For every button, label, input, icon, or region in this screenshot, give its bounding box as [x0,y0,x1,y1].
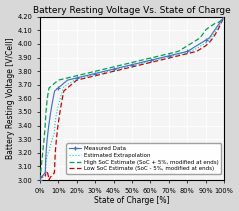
X-axis label: State of Charge [%]: State of Charge [%] [94,196,170,206]
Y-axis label: Battery Resting Voltage [V/Cell]: Battery Resting Voltage [V/Cell] [5,38,15,159]
Title: Battery Resting Voltage Vs. State of Charge: Battery Resting Voltage Vs. State of Cha… [33,5,231,15]
Legend: Measured Data, Estimated Extrapolation, High SoC Estimate (SoC + 5%, modified at: Measured Data, Estimated Extrapolation, … [66,143,221,174]
